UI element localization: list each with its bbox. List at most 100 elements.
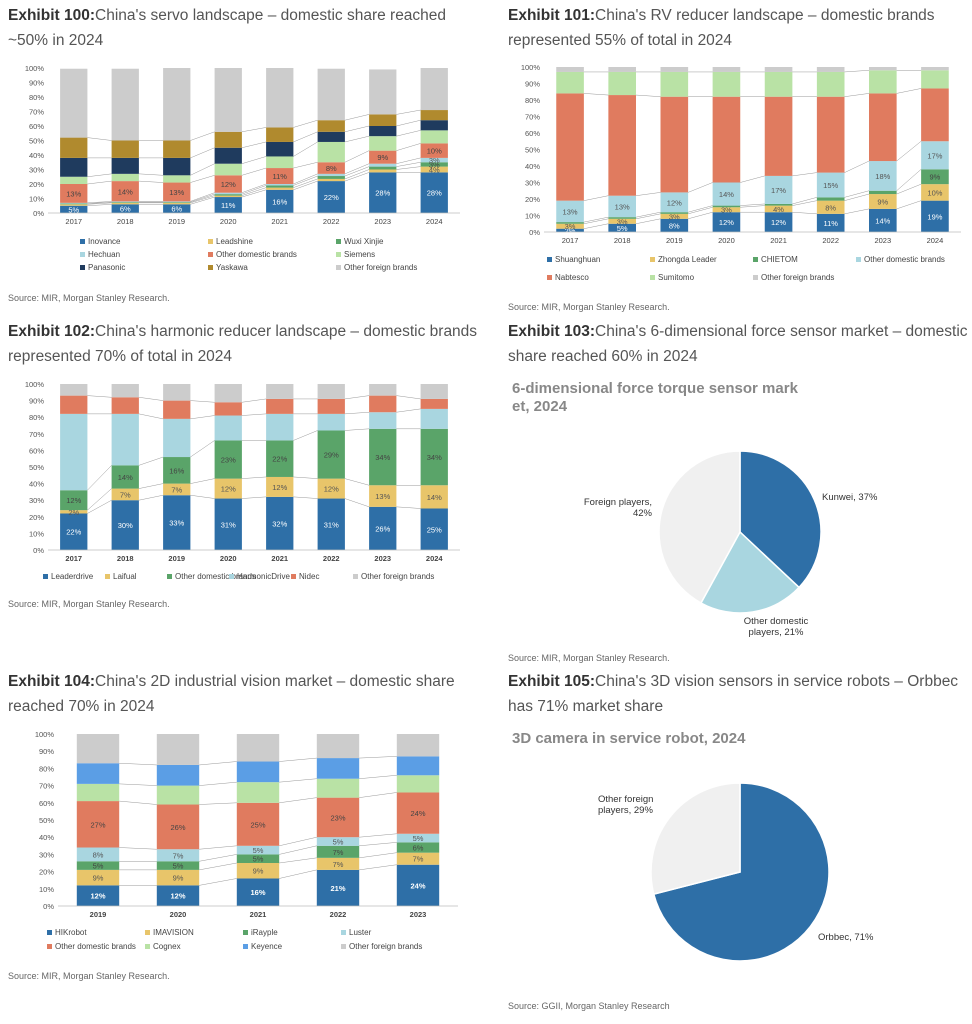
bar-segment-hechuan xyxy=(214,192,242,195)
legend-swatch xyxy=(753,275,758,280)
data-label: 19% xyxy=(927,212,942,221)
bar-segment-other-foreign-brands xyxy=(764,67,793,72)
data-label: 17% xyxy=(771,186,786,195)
bar-segment-inovance xyxy=(317,181,345,213)
series-connector xyxy=(844,160,870,173)
pie-slice-kunwei xyxy=(739,450,822,589)
legend-item-cognex: Cognex xyxy=(145,942,181,951)
legend-item-other-domestic-brands: Other domestic brands xyxy=(856,255,945,264)
legend-item-leaderdrive: Leaderdrive xyxy=(43,572,94,581)
series-connector xyxy=(688,205,713,213)
series-connector xyxy=(87,201,112,204)
series-connector xyxy=(792,211,817,215)
bar-segment-other-foreign-brands xyxy=(317,68,345,121)
legend-swatch xyxy=(753,257,758,262)
series-connector xyxy=(190,196,215,205)
bar-segment-nabtesco xyxy=(868,93,897,162)
series-connector xyxy=(241,476,267,479)
bar-segment-keyence xyxy=(396,756,440,776)
exhibit-101: Exhibit 101:China's RV reducer landscape… xyxy=(508,3,968,53)
bar-segment-other-foreign-brands xyxy=(816,67,845,72)
y-tick-label: 90% xyxy=(525,80,540,89)
data-label: 17% xyxy=(927,151,942,160)
bar-segment-nidec xyxy=(266,398,294,414)
data-label: 5% xyxy=(68,205,79,214)
legend-swatch xyxy=(336,239,341,244)
series-connector xyxy=(344,150,370,163)
y-tick-label: 20% xyxy=(39,868,54,877)
legend-swatch xyxy=(80,252,85,257)
series-connector xyxy=(293,178,318,188)
data-label: 3% xyxy=(429,160,440,169)
x-tick-label: 2017 xyxy=(65,554,82,563)
x-tick-label: 2021 xyxy=(271,554,288,563)
rv-reducer-chart: 0%10%20%30%40%50%60%70%80%90%100%2%3%13%… xyxy=(521,63,961,282)
series-connector xyxy=(199,878,237,886)
y-tick-label: 30% xyxy=(39,850,54,859)
series-connector xyxy=(635,211,661,218)
bar-segment-other-domestic-brands xyxy=(60,184,88,203)
series-connector xyxy=(241,141,267,148)
bar-segment-other-domestic-brands xyxy=(816,172,845,198)
series-connector xyxy=(190,440,215,458)
bar-segment-wuxi-xinjie xyxy=(369,166,397,170)
series-connector xyxy=(279,869,317,879)
bar-segment-sumitomo xyxy=(608,71,637,96)
bar-segment-panasonic xyxy=(111,157,139,174)
bar-segment-leadshine xyxy=(317,178,345,182)
data-label: 12% xyxy=(221,485,236,494)
data-label: 12% xyxy=(324,485,339,494)
bar-segment-other-domestic-brands xyxy=(214,175,242,193)
bar-segment-wuxi-xinjie xyxy=(266,185,294,188)
series-connector xyxy=(344,478,370,486)
y-tick-label: 0% xyxy=(33,546,44,555)
series-connector xyxy=(199,845,237,850)
legend-label: Luster xyxy=(349,928,372,937)
series-connector xyxy=(241,167,267,176)
bar-segment-keyence xyxy=(76,763,120,784)
series-connector xyxy=(190,478,215,484)
bar-segment-other-domestic-brands xyxy=(369,428,397,486)
y-tick-label: 0% xyxy=(529,228,540,237)
data-label: 14% xyxy=(875,216,890,225)
series-connector xyxy=(359,852,397,859)
series-connector xyxy=(844,70,870,73)
data-label: 4% xyxy=(773,205,784,214)
data-label: 13% xyxy=(615,202,630,211)
series-connector xyxy=(199,854,237,862)
pie-label-kunwei: Kunwei, 37% xyxy=(822,492,878,503)
legend-item-chietom: CHIETOM xyxy=(753,255,798,264)
x-tick-label: 2023 xyxy=(410,910,427,919)
data-label: 23% xyxy=(330,813,345,822)
legend-item-other-foreign-brands: Other foreign brands xyxy=(753,273,834,282)
data-label: 8% xyxy=(93,850,104,859)
y-tick-label: 50% xyxy=(29,137,44,146)
bar-segment-hikrobot xyxy=(156,885,200,906)
bar-segment-other-foreign-brands xyxy=(214,384,242,403)
legend-label: Nidec xyxy=(299,572,319,581)
bar-segment-chietom xyxy=(660,212,689,214)
exhibit-101-label: Exhibit 101: xyxy=(508,7,595,24)
series-connector xyxy=(119,847,157,850)
bar-segment-other-foreign-brands xyxy=(921,67,949,71)
series-connector xyxy=(396,157,421,164)
bar-segment-inovance xyxy=(420,172,448,213)
legend-swatch xyxy=(547,275,552,280)
bar-segment-other-domestic-brands xyxy=(163,457,191,484)
bar-segment-other-foreign-brands xyxy=(163,68,191,141)
series-connector xyxy=(635,192,661,196)
x-tick-label: 2018 xyxy=(117,217,134,226)
harmonic-reducer-chart: 0% 10% 20% 30% 40% 50% 60% 70% 80% 90% 100% 22% 2% 12… xyxy=(25,380,460,581)
x-tick-label: 2020 xyxy=(220,217,237,226)
bar-segment-other-domestic-brands xyxy=(111,465,139,489)
legend-swatch xyxy=(229,574,234,579)
legend-item-inovance: Inovance xyxy=(80,237,121,246)
series-connector xyxy=(583,195,609,201)
bar-segment-chietom xyxy=(712,205,741,208)
bar-segment-yaskawa xyxy=(369,114,397,126)
bar-segment-panasonic xyxy=(266,141,294,157)
data-label: 9% xyxy=(253,867,264,876)
exhibit-102-title: Exhibit 102:China's harmonic reducer lan… xyxy=(8,319,478,369)
series-connector xyxy=(359,842,397,847)
legend-item-irayple: iRayple xyxy=(243,928,278,937)
